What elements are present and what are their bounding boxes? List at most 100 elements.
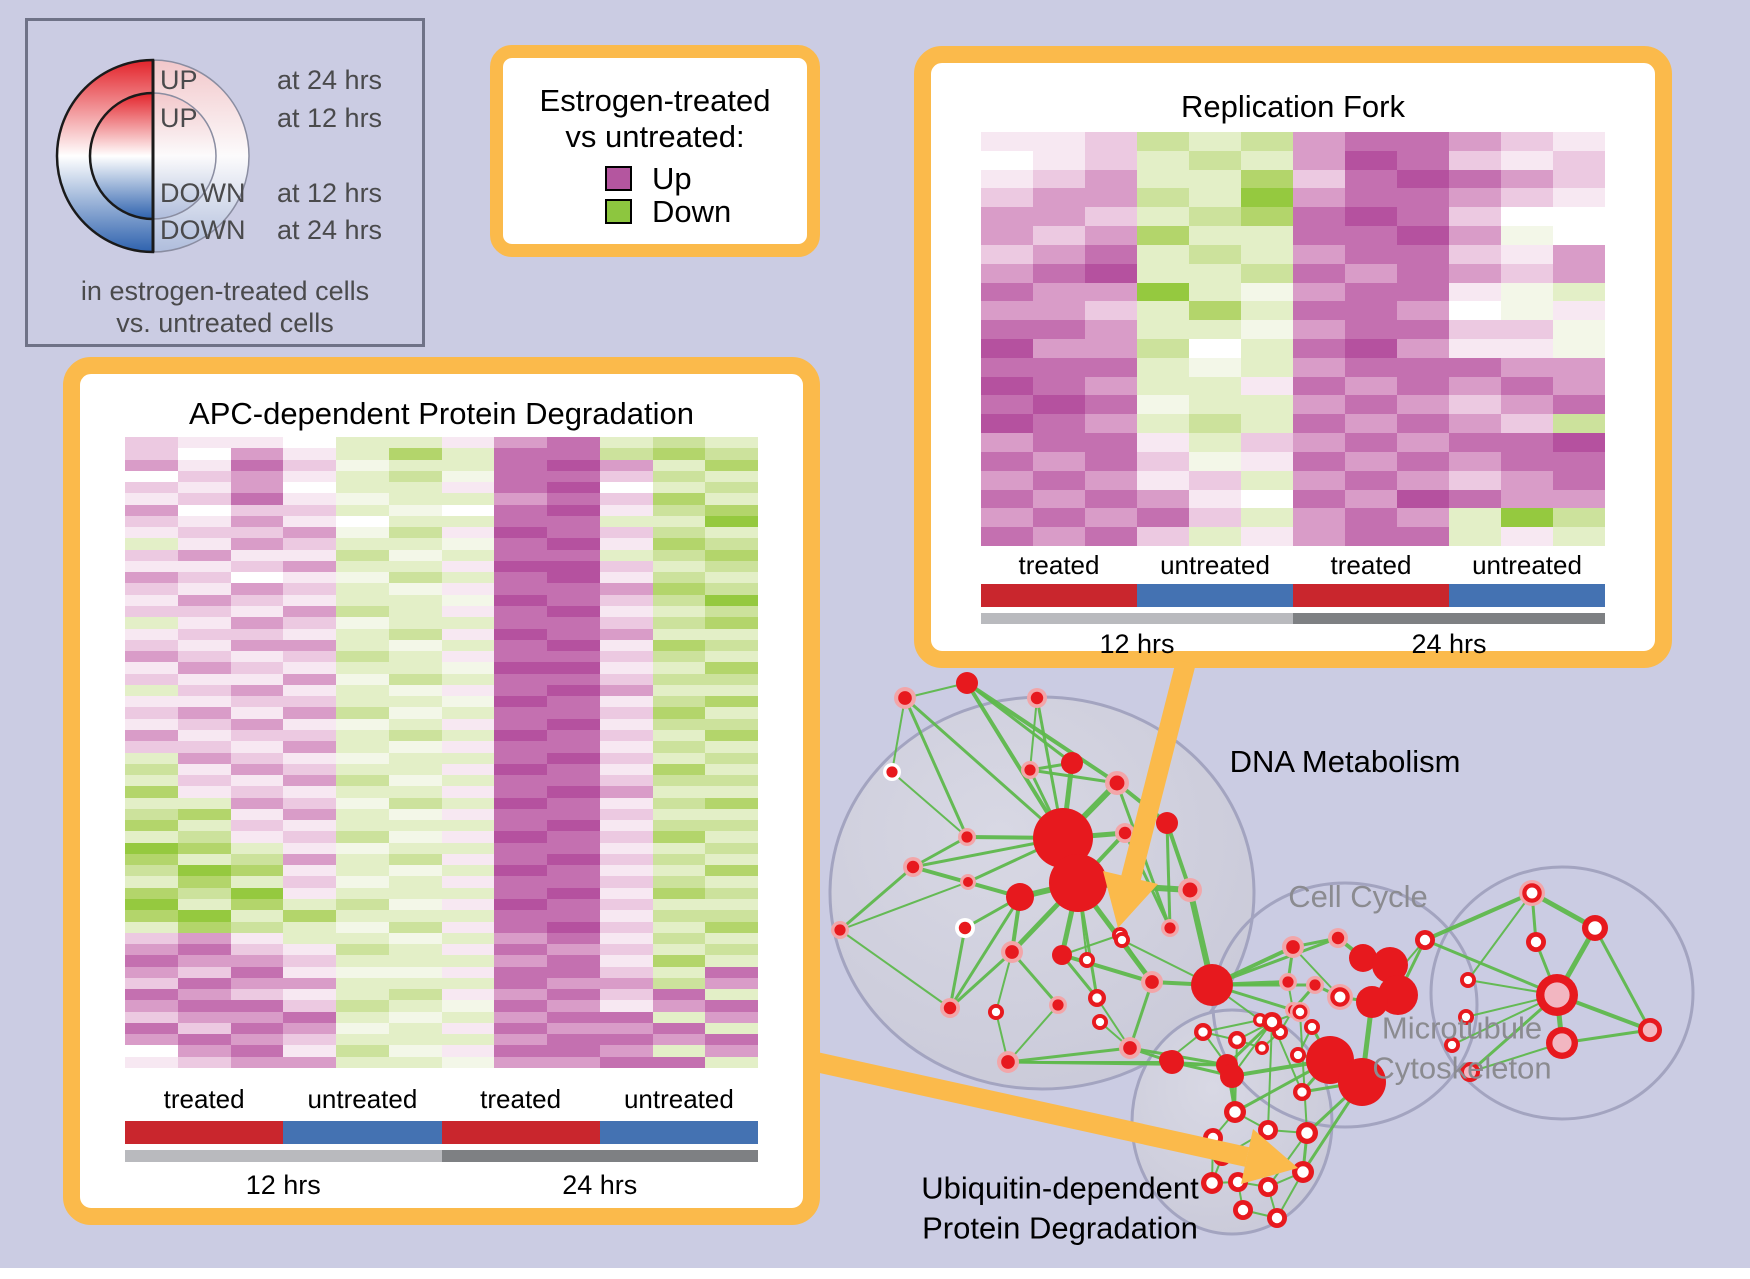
heatmap-cell [283,718,336,730]
heatmap-cell [388,966,442,978]
heatmap-cell [1241,489,1293,509]
heatmap-cell [547,752,600,764]
heatmap-cell [283,887,336,899]
heatmap-cell [494,763,547,776]
heatmap-cell [441,842,495,854]
network-node [1117,935,1127,945]
heatmap-cell [1033,188,1085,208]
heatmap-cell [177,1022,231,1035]
heatmap-cell [441,797,495,809]
heatmap-cell [1553,226,1605,245]
heatmap-cell [125,560,178,573]
heatmap-cell [599,966,653,978]
heatmap-cell [1449,282,1501,302]
heatmap-cell [981,263,1033,283]
heatmap-cell [441,459,495,471]
heatmap-cell [1397,263,1449,283]
heatmap-cell [177,684,231,697]
heatmap-cell [652,955,706,967]
heatmap-cell [705,887,758,899]
heatmap-cell [652,594,706,607]
heatmap-cell [1449,451,1501,471]
heatmap-cell [336,1011,389,1023]
network-edge [966,681,1073,765]
heatmap-cell [177,448,231,460]
heatmap-cell [494,718,547,730]
heatmap-cell [494,1045,547,1057]
heatmap-cell [1449,433,1501,452]
heatmap-cell [388,741,442,753]
heatmap-cell [1189,301,1241,321]
legend-up-24-time: at 24 hrs [277,65,383,95]
down-color-swatch [605,199,632,224]
heatmap-cell [652,820,706,832]
heatmap-cell [1449,244,1501,264]
heatmap-cell [652,538,706,550]
network-node [1118,826,1132,840]
heatmap-cell [1293,207,1345,227]
heatmap-cell [1553,132,1605,151]
heatmap-cell [599,1056,653,1068]
heatmap-cell [1449,489,1501,509]
heatmap-cell [1137,433,1189,452]
heatmap-cell [1553,282,1605,302]
network-node [1229,1106,1241,1118]
down-label: Down [652,194,732,229]
heatmap-cell [283,853,336,866]
bar-12hrs [981,613,1293,624]
network-node [1372,947,1408,983]
heatmap-cell [705,741,758,753]
heatmap-cell [125,729,178,742]
heatmap-cell [1033,508,1085,528]
heatmap-cell [981,395,1033,415]
heatmap-cell [388,527,442,539]
heatmap-cell [336,989,389,1001]
heatmap-cell [547,651,600,663]
network-node [1552,1033,1572,1053]
heatmap-cell [652,437,706,449]
heatmap-cell [1449,376,1501,396]
cluster-label-0: DNA Metabolism [1229,744,1461,780]
heatmap-cell [652,549,706,561]
heatmap-cell [547,797,600,809]
heatmap-cell [388,944,442,956]
heatmap-cell [599,628,653,640]
network-node [1266,1016,1278,1028]
heatmap-cell [652,786,706,798]
heatmap-cell [1501,433,1553,452]
heatmap-cell [705,729,758,742]
heatmap-cell [1293,226,1345,245]
heatmap-cell [547,932,600,945]
heatmap-cell [705,797,758,809]
heatmap-cell [388,673,442,685]
heatmap-cell [494,775,547,787]
heatmap-cell [441,617,495,629]
heatmap-cell [230,538,284,550]
heatmap-cell [547,437,600,449]
heatmap-cell [1137,414,1189,434]
heatmap-cell [1345,357,1397,377]
network-node [1282,976,1294,988]
heatmap-cell [599,808,653,821]
heatmap-cell [177,549,231,561]
heatmap-cell [441,1000,495,1012]
heatmap-cell [599,977,653,990]
network-node [1297,1087,1307,1097]
heatmap-cell [283,583,336,595]
network-node [1123,1041,1137,1055]
heatmap-cell [125,572,178,584]
heatmap-cell [981,433,1033,452]
heatmap-cell [494,527,547,539]
heatmap-cell [177,921,231,933]
heatmap-cell [1241,395,1293,415]
heatmap-cell [1189,150,1241,170]
up-color-swatch [605,166,632,191]
network-node [1052,945,1072,965]
apc-group-untreated-24: untreated [623,1084,734,1114]
network-edge [1424,938,1558,997]
heatmap-cell [388,651,442,663]
heatmap-cell [388,989,442,1001]
heatmap-cell [177,628,231,640]
heatmap-cell [705,707,758,719]
heatmap-cell [125,527,178,539]
